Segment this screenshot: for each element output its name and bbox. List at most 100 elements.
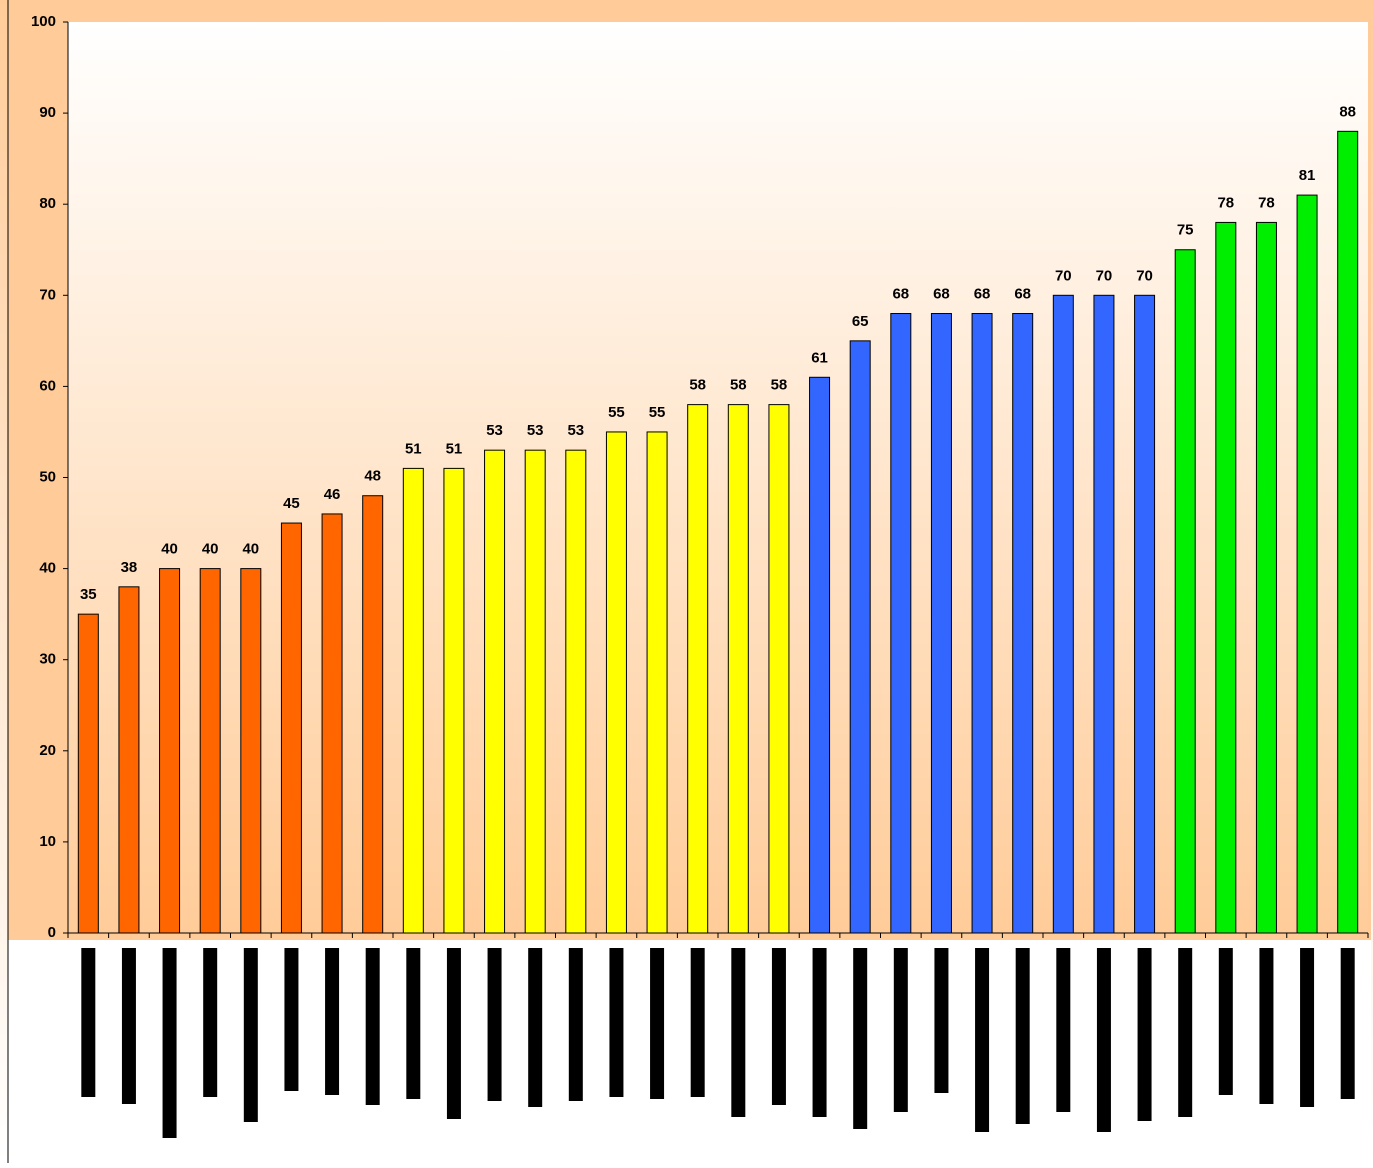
data-label: 68 (974, 285, 991, 302)
y-tick-label: 30 (39, 651, 56, 668)
data-label: 75 (1177, 222, 1194, 239)
bar (1012, 313, 1034, 934)
data-label: 78 (1217, 194, 1234, 211)
redacted-label (446, 948, 461, 1119)
redacted-label (1259, 948, 1274, 1104)
redacted-label (162, 948, 177, 1138)
data-label: 38 (121, 559, 138, 576)
data-label: 81 (1299, 167, 1316, 184)
y-tick-label: 20 (39, 742, 56, 759)
bar (1337, 130, 1359, 934)
bar (240, 568, 262, 934)
bar (77, 613, 99, 934)
data-label: 55 (608, 404, 625, 421)
bar (930, 313, 952, 934)
bar (565, 449, 587, 934)
bar (199, 568, 221, 934)
redacted-label (609, 948, 624, 1097)
bar (971, 313, 993, 934)
bar (727, 404, 749, 934)
bar (362, 495, 384, 934)
y-tick-label: 70 (39, 286, 56, 303)
bar (768, 404, 790, 934)
redacted-label (365, 948, 380, 1105)
data-label: 40 (202, 541, 219, 558)
redacted-label (853, 948, 868, 1129)
data-label: 35 (80, 586, 97, 603)
data-label: 65 (852, 313, 869, 330)
redacted-label (325, 948, 340, 1095)
redacted-label (203, 948, 218, 1097)
redacted-label (650, 948, 665, 1099)
y-tick-label: 60 (39, 377, 56, 394)
data-label: 51 (405, 440, 422, 457)
redacted-label (1340, 948, 1355, 1099)
bar (605, 431, 627, 934)
y-tick-label: 0 (48, 924, 56, 941)
y-tick-label: 80 (39, 195, 56, 212)
plot-area (68, 22, 1368, 933)
redacted-label (487, 948, 502, 1101)
redacted-label (1178, 948, 1193, 1117)
redacted-label (1137, 948, 1152, 1121)
redacted-label (731, 948, 746, 1117)
redacted-label (243, 948, 258, 1122)
bar (646, 431, 668, 934)
redacted-label (568, 948, 583, 1101)
data-label: 58 (689, 377, 706, 394)
bar (890, 313, 912, 934)
bar (524, 449, 546, 934)
bar (1052, 294, 1074, 934)
data-label: 51 (446, 440, 463, 457)
data-label: 40 (242, 541, 259, 558)
data-label: 46 (324, 486, 341, 503)
redacted-label (690, 948, 705, 1097)
data-label: 68 (1014, 285, 1031, 302)
bar (484, 449, 506, 934)
redacted-label (975, 948, 990, 1132)
bar (402, 467, 424, 934)
bar (280, 522, 302, 934)
bar (118, 586, 140, 934)
redacted-label (812, 948, 827, 1117)
bar (809, 376, 831, 934)
data-label: 45 (283, 495, 300, 512)
y-tick-label: 40 (39, 560, 56, 577)
data-label: 48 (364, 468, 381, 485)
data-label: 40 (161, 541, 178, 558)
redacted-label (121, 948, 136, 1104)
bar (1296, 194, 1318, 934)
data-label: 70 (1096, 267, 1113, 284)
y-tick-label: 10 (39, 833, 56, 850)
bar (1255, 221, 1277, 934)
data-label: 70 (1136, 267, 1153, 284)
redacted-label (528, 948, 543, 1107)
data-label: 55 (649, 404, 666, 421)
data-label: 61 (811, 349, 828, 366)
bar (687, 404, 709, 934)
redacted-label (934, 948, 949, 1093)
redacted-label (1218, 948, 1233, 1095)
bar (321, 513, 343, 934)
bar (159, 568, 181, 934)
redacted-label (893, 948, 908, 1112)
redacted-label (1300, 948, 1315, 1107)
y-tick-label: 50 (39, 468, 56, 485)
redacted-label (1015, 948, 1030, 1124)
bar (443, 467, 465, 934)
bar (849, 340, 871, 934)
bar (1215, 221, 1237, 934)
redacted-label (284, 948, 299, 1091)
data-label: 53 (567, 422, 584, 439)
redacted-label (406, 948, 421, 1099)
data-label: 78 (1258, 194, 1275, 211)
y-tick-label: 100 (31, 13, 56, 30)
data-label: 68 (933, 285, 950, 302)
data-label: 58 (771, 377, 788, 394)
data-label: 70 (1055, 267, 1072, 284)
redacted-label (1096, 948, 1111, 1132)
data-label: 68 (892, 285, 909, 302)
data-label: 88 (1339, 103, 1356, 120)
